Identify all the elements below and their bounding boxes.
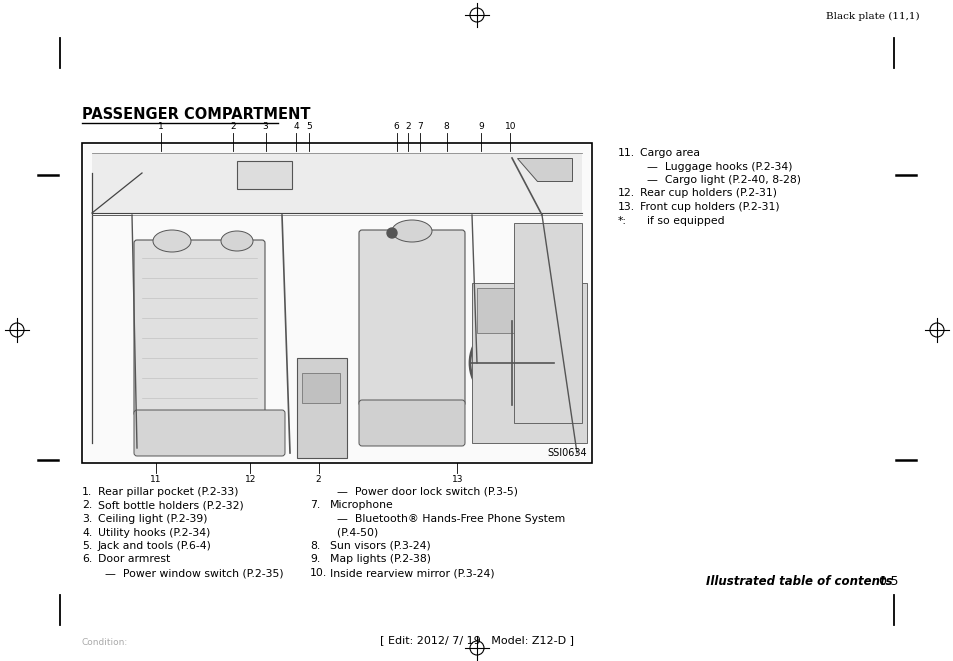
Bar [84, 145, 589, 461]
Text: Illustrated table of contents: Illustrated table of contents [705, 575, 892, 588]
Text: Front cup holders (P.2-31): Front cup holders (P.2-31) [639, 202, 779, 212]
Text: Condition:: Condition: [82, 638, 128, 647]
Text: Utility hooks (P.2-34): Utility hooks (P.2-34) [98, 527, 211, 537]
Text: 2.: 2. [82, 500, 92, 510]
Text: Soft bottle holders (P.2-32): Soft bottle holders (P.2-32) [98, 500, 244, 510]
Text: Cargo area: Cargo area [639, 148, 700, 158]
Text: 3.: 3. [82, 514, 92, 524]
Text: PASSENGER COMPARTMENT: PASSENGER COMPARTMENT [82, 107, 310, 122]
Text: [ Edit: 2012/ 7/ 19   Model: Z12-D ]: [ Edit: 2012/ 7/ 19 Model: Z12-D ] [379, 635, 574, 645]
FancyBboxPatch shape [358, 230, 464, 406]
Text: Inside rearview mirror (P.3-24): Inside rearview mirror (P.3-24) [330, 568, 494, 578]
Text: —  Bluetooth® Hands-Free Phone System: — Bluetooth® Hands-Free Phone System [330, 514, 565, 524]
Text: (P.4-50): (P.4-50) [330, 527, 377, 537]
Text: —  Power window switch (P.2-35): — Power window switch (P.2-35) [98, 568, 283, 578]
Text: 7.: 7. [310, 500, 320, 510]
Text: 6.: 6. [82, 555, 92, 564]
Text: 10: 10 [504, 122, 516, 131]
Text: 8: 8 [443, 122, 449, 131]
Text: 6: 6 [394, 122, 399, 131]
Text: Sun visors (P.3-24): Sun visors (P.3-24) [330, 541, 431, 551]
Text: *:: *: [618, 215, 626, 225]
Text: 12: 12 [244, 475, 255, 484]
Text: 5: 5 [306, 122, 312, 131]
FancyBboxPatch shape [358, 400, 464, 446]
Ellipse shape [392, 220, 432, 242]
Text: 4.: 4. [82, 527, 92, 537]
Text: Black plate (11,1): Black plate (11,1) [825, 12, 919, 21]
Text: 7: 7 [416, 122, 422, 131]
Text: 5.: 5. [82, 541, 92, 551]
Circle shape [387, 228, 396, 238]
Text: Rear pillar pocket (P.2-33): Rear pillar pocket (P.2-33) [98, 487, 238, 497]
Text: Rear cup holders (P.2-31): Rear cup holders (P.2-31) [639, 188, 776, 198]
Text: 13.: 13. [618, 202, 635, 212]
Text: —  Luggage hooks (P.2-34): — Luggage hooks (P.2-34) [639, 161, 792, 171]
Bar [82, 143, 592, 463]
Text: 13: 13 [451, 475, 462, 484]
Text: Map lights (P.2-38): Map lights (P.2-38) [330, 555, 431, 564]
FancyBboxPatch shape [133, 410, 285, 456]
Text: 10.: 10. [310, 568, 327, 578]
Bar [296, 358, 347, 458]
Text: 3: 3 [262, 122, 268, 131]
Text: —  Power door lock switch (P.3-5): — Power door lock switch (P.3-5) [330, 487, 517, 497]
Ellipse shape [152, 230, 191, 252]
Text: 0-5: 0-5 [877, 575, 898, 588]
Text: Ceiling light (P.2-39): Ceiling light (P.2-39) [98, 514, 208, 524]
Text: 11: 11 [150, 475, 161, 484]
Bar [236, 161, 292, 189]
Text: 2: 2 [230, 122, 235, 131]
Text: Microphone: Microphone [330, 500, 394, 510]
Text: 1.: 1. [82, 487, 92, 497]
Text: 2: 2 [405, 122, 411, 131]
Text: 9.: 9. [310, 555, 320, 564]
Text: 4: 4 [294, 122, 298, 131]
Bar [91, 153, 581, 213]
Bar [302, 373, 339, 403]
Ellipse shape [221, 231, 253, 251]
Text: 9: 9 [477, 122, 483, 131]
Text: 2: 2 [315, 475, 321, 484]
Text: Door armrest: Door armrest [98, 555, 170, 564]
Bar [472, 283, 586, 443]
FancyBboxPatch shape [133, 240, 265, 416]
Bar [476, 288, 532, 333]
Text: 11.: 11. [618, 148, 635, 158]
Text: 1: 1 [158, 122, 164, 131]
Text: 12.: 12. [618, 188, 635, 198]
Polygon shape [517, 158, 572, 181]
Text: —  Cargo light (P.2-40, 8-28): — Cargo light (P.2-40, 8-28) [639, 175, 801, 185]
Bar [514, 223, 581, 423]
Text: SSI0634: SSI0634 [547, 448, 586, 458]
Text: if so equipped: if so equipped [639, 215, 724, 225]
Text: 8.: 8. [310, 541, 320, 551]
Text: Jack and tools (P.6-4): Jack and tools (P.6-4) [98, 541, 212, 551]
